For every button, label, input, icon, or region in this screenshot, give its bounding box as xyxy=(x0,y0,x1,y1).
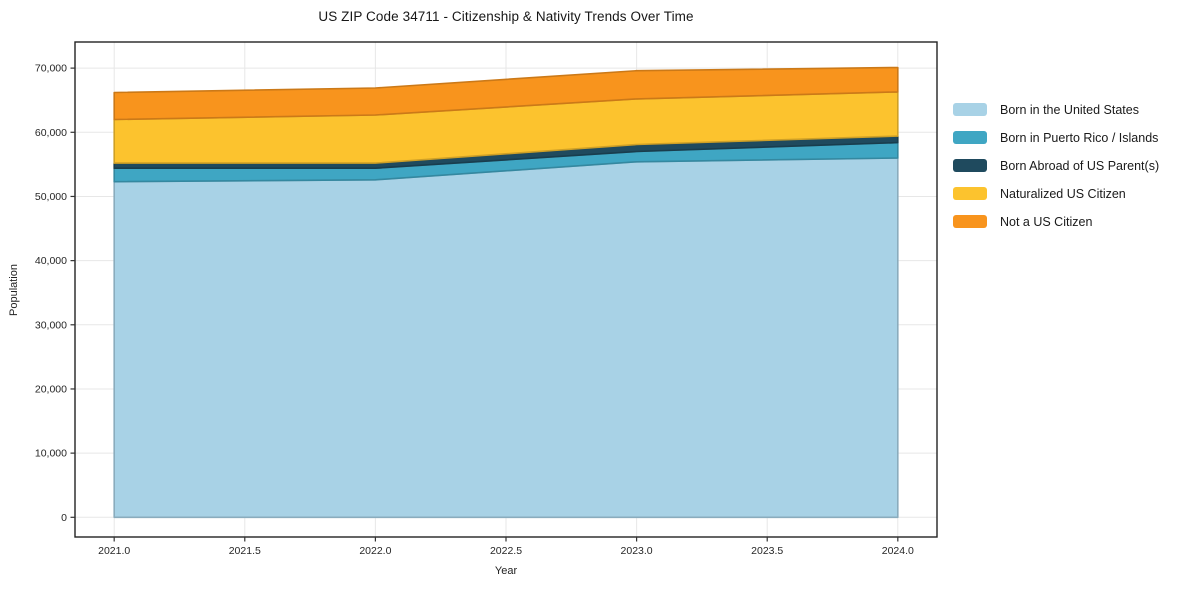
y-tick-label: 10,000 xyxy=(35,448,67,460)
x-tick-label: 2023.0 xyxy=(621,545,653,557)
x-tick-label: 2023.5 xyxy=(751,545,783,557)
y-tick-label: 30,000 xyxy=(35,319,67,331)
x-tick-label: 2021.5 xyxy=(229,545,261,557)
x-tick-label: 2024.0 xyxy=(882,545,914,557)
y-tick-label: 70,000 xyxy=(35,63,67,75)
y-tick-label: 0 xyxy=(61,512,67,524)
legend-label: Born in the United States xyxy=(1000,102,1139,117)
chart-title: US ZIP Code 34711 - Citizenship & Nativi… xyxy=(318,9,694,24)
x-tick-label: 2021.0 xyxy=(98,545,130,557)
legend-label: Born in Puerto Rico / Islands xyxy=(1000,130,1159,145)
y-tick-label: 20,000 xyxy=(35,383,67,395)
x-tick-label: 2022.0 xyxy=(359,545,391,557)
legend-label: Naturalized US Citizen xyxy=(1000,186,1126,201)
legend-swatch xyxy=(953,131,987,144)
y-tick-label: 50,000 xyxy=(35,191,67,203)
legend-swatch xyxy=(953,187,987,200)
legend-item: Born in Puerto Rico / Islands xyxy=(953,130,1185,145)
legend-swatch xyxy=(953,103,987,116)
x-axis-label: Year xyxy=(494,565,518,577)
area-born-in-the-united-states xyxy=(113,157,899,519)
legend-label: Not a US Citizen xyxy=(1000,214,1093,229)
x-tick-label: 2022.5 xyxy=(490,545,522,557)
legend-label: Born Abroad of US Parent(s) xyxy=(1000,158,1160,173)
legend-item: Not a US Citizen xyxy=(953,214,1185,229)
legend-item: Born in the United States xyxy=(953,102,1185,117)
legend-item: Naturalized US Citizen xyxy=(953,186,1185,201)
legend-item: Born Abroad of US Parent(s) xyxy=(953,158,1185,173)
y-axis-label: Population xyxy=(8,264,20,316)
legend-swatch xyxy=(953,159,987,172)
y-tick-label: 60,000 xyxy=(35,127,67,139)
legend: Born in the United States Born in Puerto … xyxy=(953,103,1185,243)
y-tick-label: 40,000 xyxy=(35,255,67,267)
legend-swatch xyxy=(953,215,987,228)
area-not-a-us-citizen xyxy=(113,66,899,121)
